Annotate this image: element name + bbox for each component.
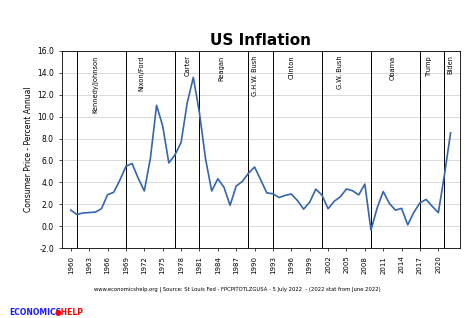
Text: Nixon/Ford: Nixon/Ford (138, 55, 144, 91)
Text: Biden: Biden (447, 55, 454, 74)
Text: Obama: Obama (390, 55, 395, 80)
Text: Carter: Carter (184, 55, 190, 76)
Text: G.H.W. Bush: G.H.W. Bush (252, 55, 257, 96)
Text: Clinton: Clinton (288, 55, 294, 79)
Text: ●HELP: ●HELP (55, 308, 83, 317)
Y-axis label: Consumer Price - Percent Annual: Consumer Price - Percent Annual (24, 86, 33, 212)
Text: Trump: Trump (426, 55, 432, 76)
Text: Kennedy/Johnson: Kennedy/Johnson (92, 55, 98, 113)
Text: www.economicshelp.org | Source: St Louis Fed - FPCPITOTLZGUSA - 5 July 2022  - (: www.economicshelp.org | Source: St Louis… (94, 287, 380, 293)
Text: ECONOMICS: ECONOMICS (9, 308, 62, 317)
Text: Reagan: Reagan (218, 55, 224, 80)
Text: G.W. Bush: G.W. Bush (337, 55, 343, 89)
Title: US Inflation: US Inflation (210, 33, 311, 48)
